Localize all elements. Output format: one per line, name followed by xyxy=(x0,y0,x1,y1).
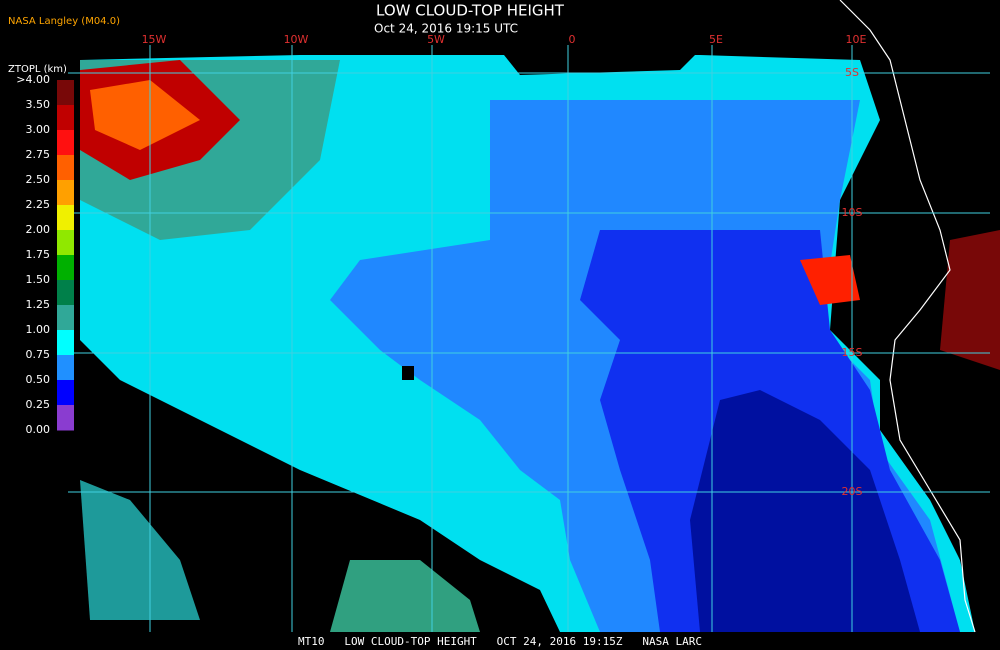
cloud-high-coastal xyxy=(800,255,860,305)
colorbar-swatch xyxy=(57,80,74,106)
colorbar-tick-label: 2.00 xyxy=(26,223,51,236)
colorbar-swatch xyxy=(57,355,74,381)
colorbar-tick-label: 1.75 xyxy=(26,248,51,261)
colorbar-tick-label: >4.00 xyxy=(16,73,50,86)
colorbar-tick-label: 1.25 xyxy=(26,298,51,311)
colorbar-tick-label: 1.00 xyxy=(26,323,51,336)
latitude-label: 5S xyxy=(845,66,859,79)
title: LOW CLOUD-TOP HEIGHT xyxy=(376,2,565,20)
cloud-teal-south xyxy=(330,560,480,632)
missing-pixel xyxy=(402,366,414,380)
colorbar-swatch xyxy=(57,230,74,256)
longitude-label: 15W xyxy=(142,33,167,46)
longitude-label: 10W xyxy=(284,33,309,46)
clear-sky-north xyxy=(500,50,700,75)
colorbar-tick-label: 2.50 xyxy=(26,173,51,186)
source-label: NASA Langley (M04.0) xyxy=(8,16,120,27)
colorbar: >4.00 3.50 3.00 2.75 2.50 2.25 2.00 1.75 1.50 1.2… xyxy=(16,73,74,436)
colorbar-tick-label: 1.50 xyxy=(26,273,51,286)
colorbar-tick-label: 0.00 xyxy=(26,423,51,436)
longitude-label: 5W xyxy=(427,33,445,46)
cloud-dark xyxy=(690,390,920,632)
colorbar-label: ZTOPL (km) xyxy=(8,64,67,75)
coastline xyxy=(839,0,976,633)
colorbar-tick-label: 0.50 xyxy=(26,373,51,386)
colorbar-tick-label: 3.00 xyxy=(26,123,51,136)
cloud-field xyxy=(80,0,1000,633)
colorbar-tick-label: 0.25 xyxy=(26,398,51,411)
colorbar-swatch xyxy=(57,205,74,231)
colorbar-swatch xyxy=(57,105,74,131)
colorbar-swatch xyxy=(57,380,74,406)
colorbar-tick-label: 2.25 xyxy=(26,198,51,211)
graticule: 15W 10W 5W 0 5E 10E 5S 10S 15S 20S xyxy=(68,33,990,632)
longitude-label: 0 xyxy=(569,33,576,46)
colorbar-swatch xyxy=(57,405,74,431)
colorbar-swatch xyxy=(57,180,74,206)
colorbar-swatch xyxy=(57,255,74,281)
colorbar-tick-label: 3.50 xyxy=(26,98,51,111)
colorbar-swatch xyxy=(57,330,74,356)
colorbar-swatch xyxy=(57,130,74,156)
colorbar-tick-label: 0.75 xyxy=(26,348,51,361)
latitude-label: 20S xyxy=(842,485,863,498)
longitude-label: 10E xyxy=(846,33,867,46)
cloud-teal-sw xyxy=(80,480,200,620)
longitude-label: 5E xyxy=(709,33,723,46)
latitude-label: 10S xyxy=(842,206,863,219)
colorbar-tick-label: 2.75 xyxy=(26,148,51,161)
cloud-high-core xyxy=(90,80,200,150)
footer: MT10 LOW CLOUD-TOP HEIGHT OCT 24, 2016 1… xyxy=(298,635,702,648)
colorbar-swatch xyxy=(57,305,74,331)
land-cloud-high xyxy=(940,230,1000,370)
colorbar-swatch xyxy=(57,280,74,306)
subtitle: Oct 24, 2016 19:15 UTC xyxy=(374,22,518,36)
latitude-label: 15S xyxy=(842,346,863,359)
colorbar-swatch xyxy=(57,155,74,181)
